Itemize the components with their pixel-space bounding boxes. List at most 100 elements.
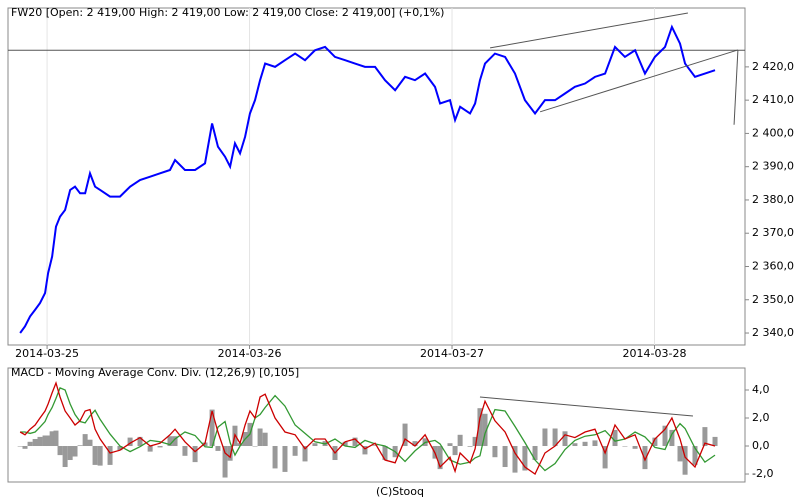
histogram-bar bbox=[402, 423, 408, 447]
y-tick-label: 0,0 bbox=[752, 439, 770, 452]
y-tick-label: 2 390,0 bbox=[752, 160, 794, 173]
histogram-bar bbox=[17, 446, 23, 447]
histogram-bar bbox=[127, 437, 133, 447]
x-tick-label: 2014-03-28 bbox=[623, 347, 687, 360]
histogram-bar bbox=[292, 446, 298, 456]
histogram-bar bbox=[382, 446, 388, 461]
histogram-bar bbox=[42, 435, 48, 447]
trend-line bbox=[479, 396, 694, 417]
histogram-bar bbox=[182, 446, 188, 456]
x-tick-label: 2014-03-25 bbox=[15, 347, 79, 360]
trend-line bbox=[539, 49, 739, 113]
histogram-bar bbox=[67, 446, 73, 461]
x-tick-label: 2014-03-27 bbox=[420, 347, 484, 360]
histogram-bar bbox=[215, 446, 221, 451]
histogram-bar bbox=[202, 442, 208, 447]
y-tick-label: 2 340,0 bbox=[752, 326, 794, 339]
histogram-bar bbox=[467, 446, 473, 447]
histogram-bar bbox=[522, 446, 528, 471]
series-line bbox=[19, 24, 716, 334]
histogram-bar bbox=[87, 439, 93, 447]
plot-frame bbox=[7, 367, 746, 483]
histogram-bar bbox=[677, 446, 683, 462]
histogram-bar bbox=[262, 432, 268, 447]
histogram-bar bbox=[137, 436, 143, 447]
histogram-bar bbox=[77, 445, 83, 447]
histogram-bar bbox=[447, 443, 453, 447]
histogram-bar bbox=[622, 446, 628, 447]
histogram-bar bbox=[117, 446, 123, 451]
y-tick-label: -2,0 bbox=[752, 467, 773, 480]
histogram-bar bbox=[57, 446, 63, 456]
histogram-bar bbox=[572, 443, 578, 447]
histogram-bar bbox=[272, 446, 278, 469]
histogram-bar bbox=[257, 428, 263, 447]
footer: (C)Stooq bbox=[376, 485, 424, 498]
histogram-bar bbox=[45, 435, 51, 447]
histogram-bar bbox=[502, 446, 508, 468]
trend-line bbox=[733, 49, 739, 125]
histogram-bar bbox=[82, 434, 88, 447]
histogram-bar bbox=[652, 437, 658, 447]
histogram-bar bbox=[92, 446, 98, 465]
plot-frame bbox=[7, 7, 746, 346]
histogram-bar bbox=[682, 446, 688, 475]
histogram-bar bbox=[542, 428, 548, 447]
x-tick-label: 2014-03-26 bbox=[218, 347, 282, 360]
histogram-bar bbox=[562, 431, 568, 447]
series-line bbox=[20, 387, 716, 472]
histogram-bar bbox=[477, 408, 483, 447]
histogram-bar bbox=[342, 441, 348, 447]
histogram-bar bbox=[97, 446, 103, 466]
histogram-bar bbox=[53, 430, 59, 447]
histogram-bar bbox=[602, 446, 608, 469]
histogram-bar bbox=[612, 429, 618, 447]
panel-title: MACD - Moving Average Conv. Div. (12,26,… bbox=[11, 366, 299, 379]
histogram-bar bbox=[472, 436, 478, 447]
histogram-bar bbox=[192, 446, 198, 463]
histogram-bar bbox=[62, 446, 68, 468]
y-tick-label: 2 420,0 bbox=[752, 60, 794, 73]
y-tick-label: 2 400,0 bbox=[752, 126, 794, 139]
histogram-bar bbox=[452, 446, 458, 456]
histogram-bar bbox=[107, 446, 113, 465]
histogram-bar bbox=[492, 446, 498, 458]
trend-line bbox=[490, 12, 688, 49]
histogram-bar bbox=[669, 429, 675, 447]
y-tick-label: 4,0 bbox=[752, 383, 770, 396]
histogram-bar bbox=[32, 439, 38, 447]
histogram-bar bbox=[282, 446, 288, 472]
histogram-bar bbox=[512, 446, 518, 473]
histogram-bar bbox=[632, 446, 638, 449]
histogram-bar bbox=[532, 446, 538, 461]
histogram-bar bbox=[352, 437, 358, 447]
histogram-bar bbox=[312, 443, 318, 447]
y-tick-label: 2 370,0 bbox=[752, 226, 794, 239]
histogram-bar bbox=[712, 436, 718, 447]
panel-title: FW20 [Open: 2 419,00 High: 2 419,00 Low:… bbox=[11, 6, 444, 19]
y-tick-label: 2,0 bbox=[752, 411, 770, 424]
series-line bbox=[19, 380, 716, 475]
y-tick-label: 2 350,0 bbox=[752, 293, 794, 306]
histogram-bar bbox=[37, 436, 43, 447]
histogram-bar bbox=[227, 446, 233, 461]
histogram-bar bbox=[692, 446, 698, 465]
histogram-bar bbox=[582, 441, 588, 447]
histogram-bar bbox=[72, 446, 78, 457]
histogram-bar bbox=[147, 446, 153, 452]
histogram-bar bbox=[157, 446, 163, 448]
y-tick-label: 2 380,0 bbox=[752, 193, 794, 206]
histogram-bar bbox=[457, 434, 463, 447]
histogram-bar bbox=[702, 427, 708, 447]
histogram-bar bbox=[437, 446, 443, 470]
histogram-bar bbox=[27, 441, 33, 447]
histogram-bar bbox=[372, 445, 378, 447]
histogram-bar bbox=[237, 443, 243, 447]
y-tick-label: 2 410,0 bbox=[752, 93, 794, 106]
histogram-bar bbox=[252, 446, 258, 447]
histogram-bar bbox=[167, 436, 173, 447]
histogram-bar bbox=[482, 413, 488, 447]
histogram-bar bbox=[302, 446, 308, 462]
histogram-bar bbox=[412, 441, 418, 447]
